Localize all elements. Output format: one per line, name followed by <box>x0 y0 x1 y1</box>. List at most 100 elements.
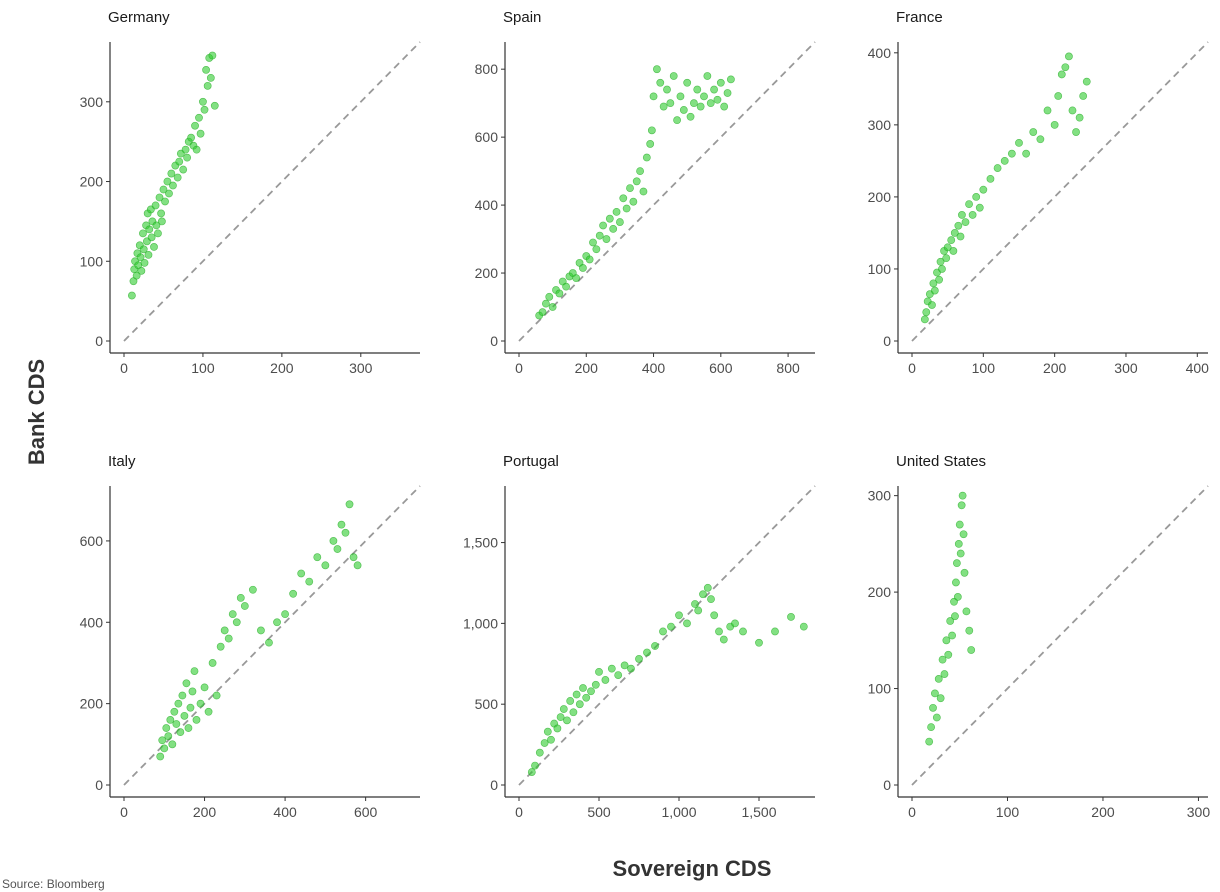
data-point <box>659 102 668 111</box>
y-tick-label: 300 <box>868 117 892 133</box>
data-point <box>569 708 578 717</box>
y-tick-label: 200 <box>80 696 104 712</box>
data-point <box>195 113 203 122</box>
data-point <box>667 622 675 631</box>
data-point <box>543 727 552 736</box>
data-point <box>556 713 565 722</box>
data-point <box>183 153 192 162</box>
data-point <box>553 724 562 733</box>
data-point <box>140 258 149 267</box>
data-point <box>925 737 934 746</box>
data-point <box>562 282 570 291</box>
data-point <box>656 78 665 87</box>
data-point <box>931 689 939 698</box>
data-point <box>127 291 136 300</box>
data-point <box>1043 106 1052 115</box>
data-point <box>176 728 185 737</box>
data-point <box>353 561 362 570</box>
data-point <box>527 768 536 776</box>
data-point <box>152 221 161 230</box>
data-point <box>612 207 621 216</box>
data-point <box>1022 149 1031 158</box>
data-point <box>690 99 698 108</box>
panel-italy: Italy 0 200 400 600 0 200 400 600 <box>80 453 421 820</box>
data-point <box>1050 120 1059 129</box>
data-point <box>202 66 210 74</box>
data-point <box>191 121 199 130</box>
data-point <box>602 235 611 243</box>
data-point <box>591 680 600 689</box>
data-point <box>184 724 193 732</box>
data-point <box>182 679 191 688</box>
data-point <box>206 73 215 82</box>
data-point <box>716 78 725 87</box>
data-point <box>669 72 678 80</box>
data-point <box>707 595 715 604</box>
data-point <box>329 537 338 545</box>
y-tick-label: 0 <box>490 333 498 349</box>
x-tick-label: 500 <box>587 804 611 820</box>
data-point <box>1082 77 1091 86</box>
data-point <box>547 735 555 744</box>
y-tick-label: 1,000 <box>463 615 498 631</box>
data-point <box>572 274 581 283</box>
data-point <box>771 627 779 636</box>
x-tick-label: 0 <box>120 360 128 376</box>
data-point <box>936 694 945 703</box>
data-point <box>614 671 623 679</box>
data-point <box>592 245 601 254</box>
data-point <box>787 613 795 621</box>
data-point <box>168 740 177 749</box>
panel-grid: Germany 0 100 200 300 0 100 200 300 Spain 0 200 400 6… <box>80 9 1211 820</box>
data-point <box>699 590 707 599</box>
panel-spain: Spain 0 200 400 600 800 0 200 400 600 800 <box>475 9 816 376</box>
data-point <box>589 238 597 247</box>
x-tick-label: 600 <box>354 804 378 820</box>
y-tick-label: 400 <box>868 45 892 61</box>
data-point <box>155 193 164 202</box>
panel-title-united-states: United States <box>896 453 986 470</box>
data-point <box>942 254 951 263</box>
data-point <box>187 133 195 142</box>
y-tick-label: 0 <box>95 333 103 349</box>
data-point <box>635 655 643 663</box>
data-point <box>961 218 970 227</box>
reference-line-45deg <box>911 485 1209 786</box>
data-point <box>930 286 939 295</box>
data-point <box>928 301 936 309</box>
data-point <box>935 275 944 284</box>
data-point <box>659 627 667 636</box>
data-point <box>151 201 160 210</box>
y-tick-label: 100 <box>868 261 892 277</box>
data-point <box>947 236 956 245</box>
data-point <box>349 553 358 562</box>
reference-line-45deg <box>123 41 421 342</box>
data-point <box>158 736 167 745</box>
data-point <box>710 611 719 620</box>
data-point <box>975 203 984 212</box>
data-point <box>281 610 289 619</box>
data-point <box>333 545 342 553</box>
y-tick-label: 1,500 <box>463 535 498 551</box>
y-tick-label: 0 <box>883 777 891 793</box>
source-note: Source: Bloomberg <box>2 877 105 891</box>
data-point <box>563 716 571 725</box>
data-point <box>595 231 604 240</box>
data-point <box>727 75 735 84</box>
data-point <box>1036 135 1045 144</box>
panel-title-spain: Spain <box>503 9 541 26</box>
data-point <box>739 627 747 636</box>
data-point <box>955 520 964 529</box>
panel-united-states: United States 0 100 200 300 0 100 200 300 <box>868 453 1211 820</box>
x-tick-label: 0 <box>908 804 916 820</box>
data-point <box>703 72 712 80</box>
data-point <box>622 204 631 213</box>
y-tick-label: 200 <box>475 265 499 281</box>
data-point <box>932 713 941 722</box>
panel-title-portugal: Portugal <box>503 453 559 470</box>
data-point <box>962 607 971 616</box>
data-point <box>949 247 958 255</box>
y-tick-label: 0 <box>883 333 891 349</box>
data-point <box>192 145 201 154</box>
data-point <box>713 95 722 104</box>
